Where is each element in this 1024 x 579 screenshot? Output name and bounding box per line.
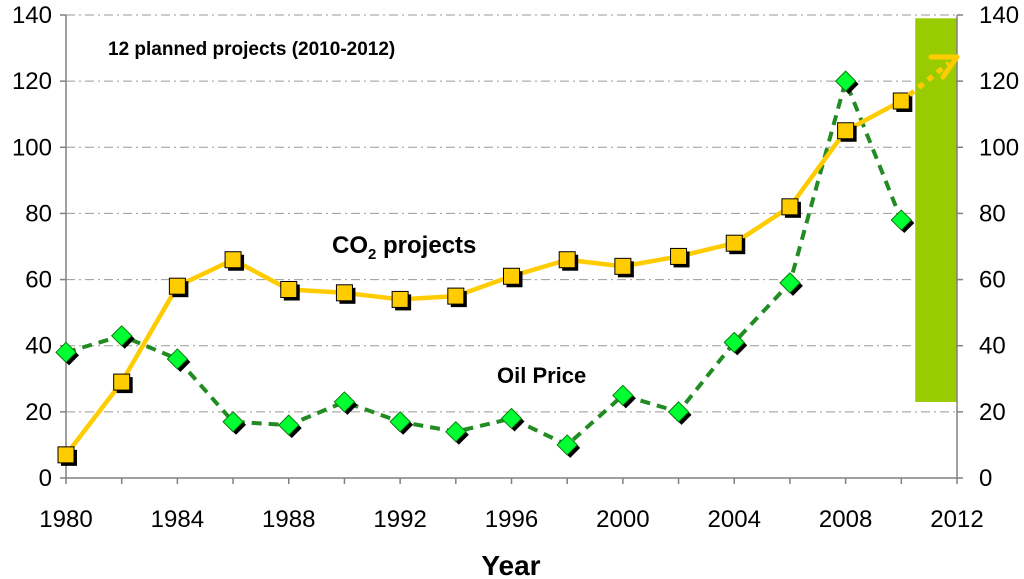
- x-tick-label: 1980: [39, 506, 92, 533]
- x-axis-ticks: 1980 1984 1988 1992 1996 2000 2004 2008 2012: [39, 478, 984, 533]
- y2-tick-label: 60: [979, 267, 1006, 294]
- projection-arrowhead: [928, 54, 960, 80]
- co2-marker: [280, 280, 298, 298]
- co2-marker: [391, 290, 409, 308]
- oil-price-marker: [222, 411, 244, 433]
- co2-marker: [725, 234, 743, 252]
- y2-tick-label: 140: [979, 2, 1019, 29]
- y-tick-label: 80: [25, 200, 52, 227]
- oil-price-marker: [333, 391, 356, 413]
- oil-price-line: [65, 74, 904, 448]
- oil-price-marker: [500, 407, 523, 430]
- y-tick-label: 120: [12, 68, 52, 95]
- projection-arrow: [907, 54, 960, 97]
- x-tick-label: 2004: [708, 506, 761, 533]
- co2-marker: [168, 277, 186, 295]
- co2-marker: [781, 198, 799, 216]
- oil-price-marker: [55, 341, 77, 364]
- oil-price-marker: [389, 411, 411, 433]
- oil-price-marker: [278, 414, 300, 436]
- y2-tick-label: 40: [979, 333, 1006, 360]
- co2-series-label: CO2 projects: [332, 232, 476, 263]
- co2-marker: [558, 251, 576, 269]
- co2-marker: [335, 284, 353, 302]
- y-axis-left-ticks: 0 20 40 60 80 100 120 140: [12, 2, 66, 492]
- x-tick-label: 1992: [373, 506, 426, 533]
- oil-price-marker: [834, 70, 857, 92]
- co2-marker: [837, 122, 855, 140]
- oil-price-marker: [612, 384, 634, 407]
- oil-price-series: [55, 70, 915, 458]
- co2-marker: [670, 247, 688, 265]
- x-tick-label: 1984: [151, 506, 204, 533]
- y-tick-label: 140: [12, 2, 52, 29]
- oil-price-marker: [110, 325, 133, 347]
- oil-price-marker: [166, 348, 189, 370]
- oil-price-marker: [779, 272, 801, 294]
- y-tick-label: 20: [25, 399, 52, 426]
- oil-price-series-label: Oil Price: [497, 363, 586, 388]
- co2-projects-line: [64, 99, 903, 457]
- co2-marker: [447, 287, 465, 305]
- co2-marker: [892, 92, 910, 110]
- projection-line: [907, 61, 951, 97]
- oil-price-marker: [556, 434, 578, 456]
- y-axis-right-ticks: 0 20 40 60 80 100 120 140: [957, 2, 1019, 492]
- planned-projects-annotation: 12 planned projects (2010-2012): [108, 39, 395, 60]
- y-tick-label: 40: [25, 333, 52, 360]
- grid-lines: [66, 14, 957, 413]
- co2-marker: [57, 446, 75, 464]
- y-tick-label: 100: [12, 134, 52, 161]
- co2-marker: [224, 251, 242, 269]
- y2-tick-label: 80: [979, 200, 1006, 227]
- y-tick-label: 60: [25, 267, 52, 294]
- oil-price-marker: [723, 331, 745, 354]
- y-tick-label: 0: [39, 465, 52, 492]
- x-tick-label: 2008: [819, 506, 872, 533]
- x-tick-label: 2012: [930, 506, 983, 533]
- planned-projects-band: [915, 18, 957, 402]
- co2-marker: [503, 267, 520, 285]
- co2-label-main: CO: [332, 232, 368, 259]
- y2-tick-label: 20: [979, 399, 1006, 426]
- y2-tick-label: 100: [979, 134, 1019, 161]
- x-tick-label: 1988: [262, 506, 315, 533]
- co2-marker: [614, 257, 632, 275]
- x-tick-label: 1996: [485, 506, 538, 533]
- co2-label-rest: projects: [376, 232, 476, 259]
- x-tick-label: 2000: [596, 506, 649, 533]
- oil-price-marker: [445, 420, 467, 443]
- x-axis-label: Year: [481, 550, 540, 579]
- co2-label-sub: 2: [368, 246, 376, 263]
- co2-marker: [113, 373, 131, 391]
- oil-price-marker: [667, 401, 690, 423]
- y2-tick-label: 120: [979, 68, 1019, 95]
- y2-tick-label: 0: [979, 465, 992, 492]
- oil-price-marker: [890, 209, 913, 231]
- co2-projects-series: [57, 92, 913, 466]
